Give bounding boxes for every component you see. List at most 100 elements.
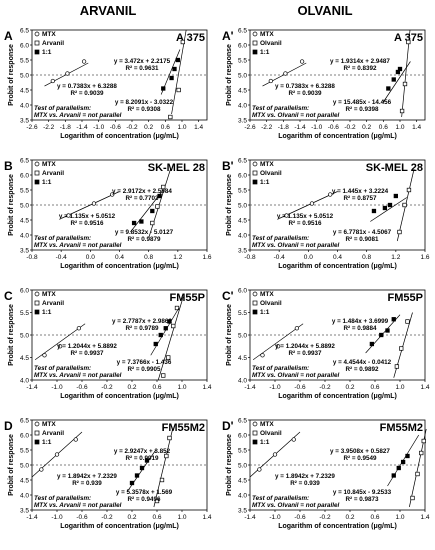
data-point <box>309 201 315 206</box>
panel-letter: D <box>4 419 13 433</box>
r-squared: R² = 0.9631 <box>125 65 159 72</box>
x-tick-label: 1.4 <box>412 124 421 131</box>
x-tick-label: 1.2 <box>173 254 182 261</box>
regression-equation: y = 1.8942x + 7.2329 <box>275 473 335 480</box>
r-squared: R² = 0.9919 <box>125 455 159 462</box>
legend-marker <box>252 300 258 306</box>
parallelism-result: MTX vs. Olvanil = not parallel <box>252 372 340 379</box>
column-title-arvanil: ARVANIL <box>80 3 137 18</box>
panel-letter: A <box>4 29 13 43</box>
r-squared: R² = 0.9892 <box>345 366 379 373</box>
y-tick-label: 6.0 <box>20 43 29 50</box>
r-squared: R² = 0.9496 <box>127 496 161 503</box>
y-tick-label: 3.5 <box>20 248 29 255</box>
data-point <box>260 353 265 358</box>
y-axis-label: Probit of response <box>226 44 233 106</box>
r-squared: R² = 0.939 <box>72 480 102 487</box>
x-tick-label: -1.4 <box>294 124 306 131</box>
x-tick-label: -2.6 <box>26 124 38 131</box>
data-point <box>257 467 262 472</box>
x-tick-label: 0.8 <box>362 254 371 261</box>
x-tick-label: 0.2 <box>127 384 136 391</box>
data-point <box>402 202 407 208</box>
data-point <box>57 344 63 349</box>
x-tick-label: -0.2 <box>319 384 331 391</box>
y-tick-label: 4.0 <box>238 233 247 240</box>
x-tick-label: -1.4 <box>26 514 38 521</box>
r-squared: R² = 0.9398 <box>345 106 379 113</box>
fit-line <box>370 197 407 222</box>
data-point <box>144 458 150 463</box>
x-tick-label: -0.4 <box>274 254 286 261</box>
x-tick-label: 0.4 <box>333 254 342 261</box>
y-tick-label: 4.5 <box>238 88 247 95</box>
x-axis-label: Logarithm of concentration (μg/mL) <box>60 263 179 270</box>
x-tick-label: -1.0 <box>93 124 105 131</box>
legend-marker <box>34 421 40 427</box>
data-point <box>172 66 177 72</box>
data-point <box>385 328 390 333</box>
parallelism-result: MTX vs. Olvanil = not parallel <box>252 112 340 119</box>
panel-b: B SK-MEL 28 3.5 4.0 4.5 5.0 5.5 6.0 6.5 -0.8 -0.4 0… <box>4 158 212 271</box>
r-squared: R² = 0.9879 <box>127 236 161 243</box>
fit-line <box>401 29 411 118</box>
legend-label: 1:1 <box>42 179 52 186</box>
fit-line <box>383 61 411 103</box>
data-point <box>399 346 404 351</box>
data-point <box>387 202 393 208</box>
y-axis-label: Probit of response <box>8 174 15 236</box>
x-tick-label: -0.6 <box>328 124 340 131</box>
data-point <box>391 473 396 478</box>
x-tick-label: -0.6 <box>76 514 88 521</box>
y-tick-label: 4.0 <box>238 493 247 500</box>
data-point <box>66 213 71 218</box>
x-tick-label: -1.0 <box>51 384 63 391</box>
cell-line-title: SK-MEL 28 <box>148 162 205 174</box>
data-point <box>275 344 281 349</box>
data-point <box>161 184 166 190</box>
data-point <box>39 467 44 472</box>
data-point <box>400 459 406 465</box>
cell-line-title: FM55M2 <box>162 422 205 434</box>
legend-label: Olvanil <box>260 170 282 177</box>
y-tick-label: 5.5 <box>238 310 247 317</box>
legend-label: 1:1 <box>42 309 52 316</box>
data-point <box>415 471 420 477</box>
data-point <box>65 71 70 76</box>
y-axis-label: Probit of response <box>226 304 233 366</box>
regression-equation: y = 1.9314x + 2.9487 <box>330 58 390 65</box>
legend-marker <box>34 179 40 185</box>
regression-equation: y = 1.484x + 3.6999 <box>332 318 389 325</box>
legend-label: 1:1 <box>260 309 270 316</box>
legend-label: MTX <box>42 291 56 298</box>
x-tick-label: 1.0 <box>395 514 404 521</box>
data-point <box>81 59 87 64</box>
parallelism-result: MTX vs. Olvanil = not parallel <box>252 502 340 509</box>
y-tick-label: 4.5 <box>238 478 247 485</box>
legend-label: MTX <box>42 421 56 428</box>
x-tick-label: -1.0 <box>269 384 281 391</box>
legend-marker <box>34 300 40 306</box>
legend-marker <box>252 179 258 185</box>
x-tick-label: 0.2 <box>144 124 153 131</box>
cell-line-title: FM55M2 <box>380 422 423 434</box>
x-axis-label: Logarithm of concentration (μg/mL) <box>278 523 397 530</box>
x-tick-label: -0.4 <box>56 254 68 261</box>
r-squared: R² = 0.9937 <box>288 350 322 357</box>
data-point <box>169 75 174 81</box>
fit-line <box>150 307 180 356</box>
x-axis-label: Logarithm of concentration (μg/mL) <box>60 393 179 400</box>
legend-label: Arvanil <box>42 300 64 307</box>
parallelism-title: Test of parallelism: <box>252 235 309 242</box>
regression-equation: y = 9.8532x - 5.0127 <box>115 229 174 236</box>
legend-label: 1:1 <box>42 49 52 56</box>
data-point <box>397 66 403 72</box>
data-point <box>391 317 396 322</box>
